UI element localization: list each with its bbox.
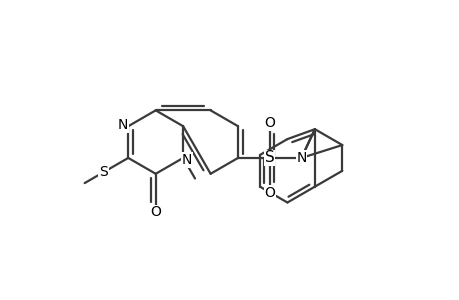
- Text: N: N: [118, 118, 128, 132]
- Text: O: O: [264, 116, 274, 130]
- Text: O: O: [150, 206, 161, 219]
- Text: O: O: [264, 186, 274, 200]
- Text: N: N: [296, 151, 306, 165]
- Text: S: S: [264, 150, 274, 165]
- Text: S: S: [99, 165, 108, 179]
- Text: N: N: [181, 153, 192, 167]
